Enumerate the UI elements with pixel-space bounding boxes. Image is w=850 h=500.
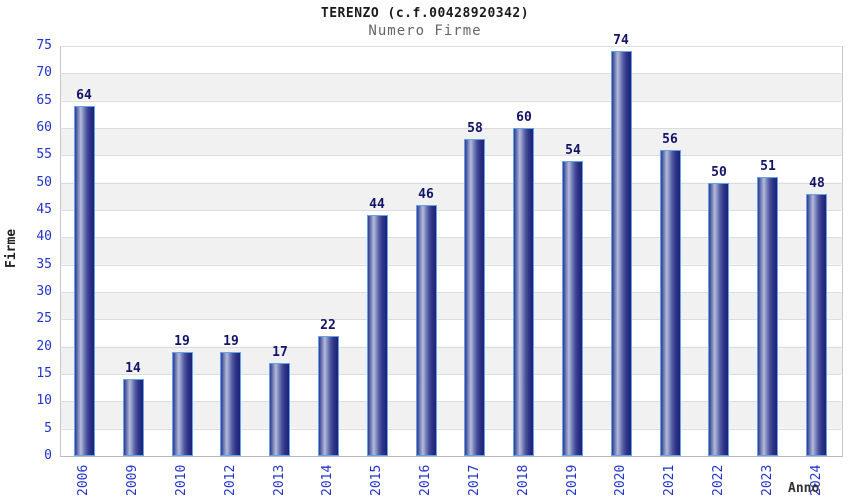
- bar-value-label-2019: 54: [565, 143, 581, 158]
- bar-value-label-2018: 60: [516, 110, 532, 125]
- x-tick-label-2014: 2014: [320, 464, 335, 496]
- y-tick-label-25: 25: [36, 311, 52, 326]
- x-axis-label: Anno: [788, 481, 820, 496]
- gridline-20: [60, 347, 841, 348]
- bar-2020: [611, 51, 632, 456]
- gridline-65: [60, 101, 841, 102]
- bar-2021: [660, 150, 681, 456]
- x-tick-label-2022: 2022: [711, 464, 726, 496]
- gridline-45: [60, 210, 841, 211]
- x-tick-label-2016: 2016: [418, 464, 433, 496]
- x-tick-label-2023: 2023: [760, 464, 775, 496]
- y-tick-label-20: 20: [36, 339, 52, 354]
- y-tick-label-50: 50: [36, 175, 52, 190]
- bar-value-label-2009: 14: [125, 361, 141, 376]
- gridline-75: [60, 46, 841, 47]
- gridline-40: [60, 237, 841, 238]
- bar-2019: [562, 161, 583, 456]
- bar-value-label-2013: 17: [272, 345, 288, 360]
- x-tick-label-2010: 2010: [174, 464, 189, 496]
- bar-2016: [416, 205, 437, 456]
- gridline-10: [60, 401, 841, 402]
- bar-value-label-2023: 51: [760, 159, 776, 174]
- bar-2006: [74, 106, 95, 456]
- bar-value-label-2010: 19: [174, 334, 190, 349]
- bar-2018: [513, 128, 534, 456]
- bar-value-label-2024: 48: [809, 176, 825, 191]
- bar-2023: [757, 177, 778, 456]
- y-tick-label-10: 10: [36, 393, 52, 408]
- bar-value-label-2012: 19: [223, 334, 239, 349]
- x-tick-label-2019: 2019: [565, 464, 580, 496]
- bar-2022: [708, 183, 729, 456]
- gridline-30: [60, 292, 841, 293]
- bar-2014: [318, 336, 339, 456]
- y-tick-label-70: 70: [36, 65, 52, 80]
- bar-value-label-2016: 46: [418, 187, 434, 202]
- y-tick-label-75: 75: [36, 38, 52, 53]
- x-tick-label-2021: 2021: [662, 464, 677, 496]
- y-tick-label-30: 30: [36, 284, 52, 299]
- bar-value-label-2006: 64: [76, 88, 92, 103]
- gridline-70: [60, 73, 841, 74]
- y-tick-label-45: 45: [36, 202, 52, 217]
- bar-value-label-2014: 22: [320, 318, 336, 333]
- x-tick-label-2006: 2006: [76, 464, 91, 496]
- gridline-5: [60, 429, 841, 430]
- bar-value-label-2021: 56: [662, 132, 678, 147]
- y-tick-label-60: 60: [36, 120, 52, 135]
- y-tick-label-40: 40: [36, 229, 52, 244]
- x-tick-label-2015: 2015: [369, 464, 384, 496]
- bar-2024: [806, 194, 827, 456]
- bar-value-label-2022: 50: [711, 165, 727, 180]
- bar-2010: [172, 352, 193, 456]
- bar-value-label-2017: 58: [467, 121, 483, 136]
- bar-2009: [123, 379, 144, 456]
- gridline-60: [60, 128, 841, 129]
- gridline-35: [60, 265, 841, 266]
- y-tick-label-35: 35: [36, 257, 52, 272]
- y-tick-label-15: 15: [36, 366, 52, 381]
- x-tick-label-2009: 2009: [125, 464, 140, 496]
- bar-2013: [269, 363, 290, 456]
- x-tick-label-2017: 2017: [467, 464, 482, 496]
- gridline-25: [60, 319, 841, 320]
- y-tick-label-65: 65: [36, 93, 52, 108]
- x-tick-label-2020: 2020: [613, 464, 628, 496]
- bar-value-label-2020: 74: [613, 33, 629, 48]
- bar-value-label-2015: 44: [369, 197, 385, 212]
- bar-2015: [367, 215, 388, 456]
- y-tick-label-5: 5: [44, 421, 52, 436]
- y-tick-label-55: 55: [36, 147, 52, 162]
- gridline-50: [60, 183, 841, 184]
- gridline-55: [60, 155, 841, 156]
- y-tick-label-0: 0: [44, 448, 52, 463]
- gridline-15: [60, 374, 841, 375]
- x-tick-label-2012: 2012: [223, 464, 238, 496]
- x-tick-label-2013: 2013: [272, 464, 287, 496]
- x-tick-label-2018: 2018: [516, 464, 531, 496]
- bar-2017: [464, 139, 485, 456]
- chart-title: TERENZO (c.f.00428920342): [320, 6, 530, 21]
- bar-2012: [220, 352, 241, 456]
- chart-subtitle: Numero Firme: [368, 23, 482, 39]
